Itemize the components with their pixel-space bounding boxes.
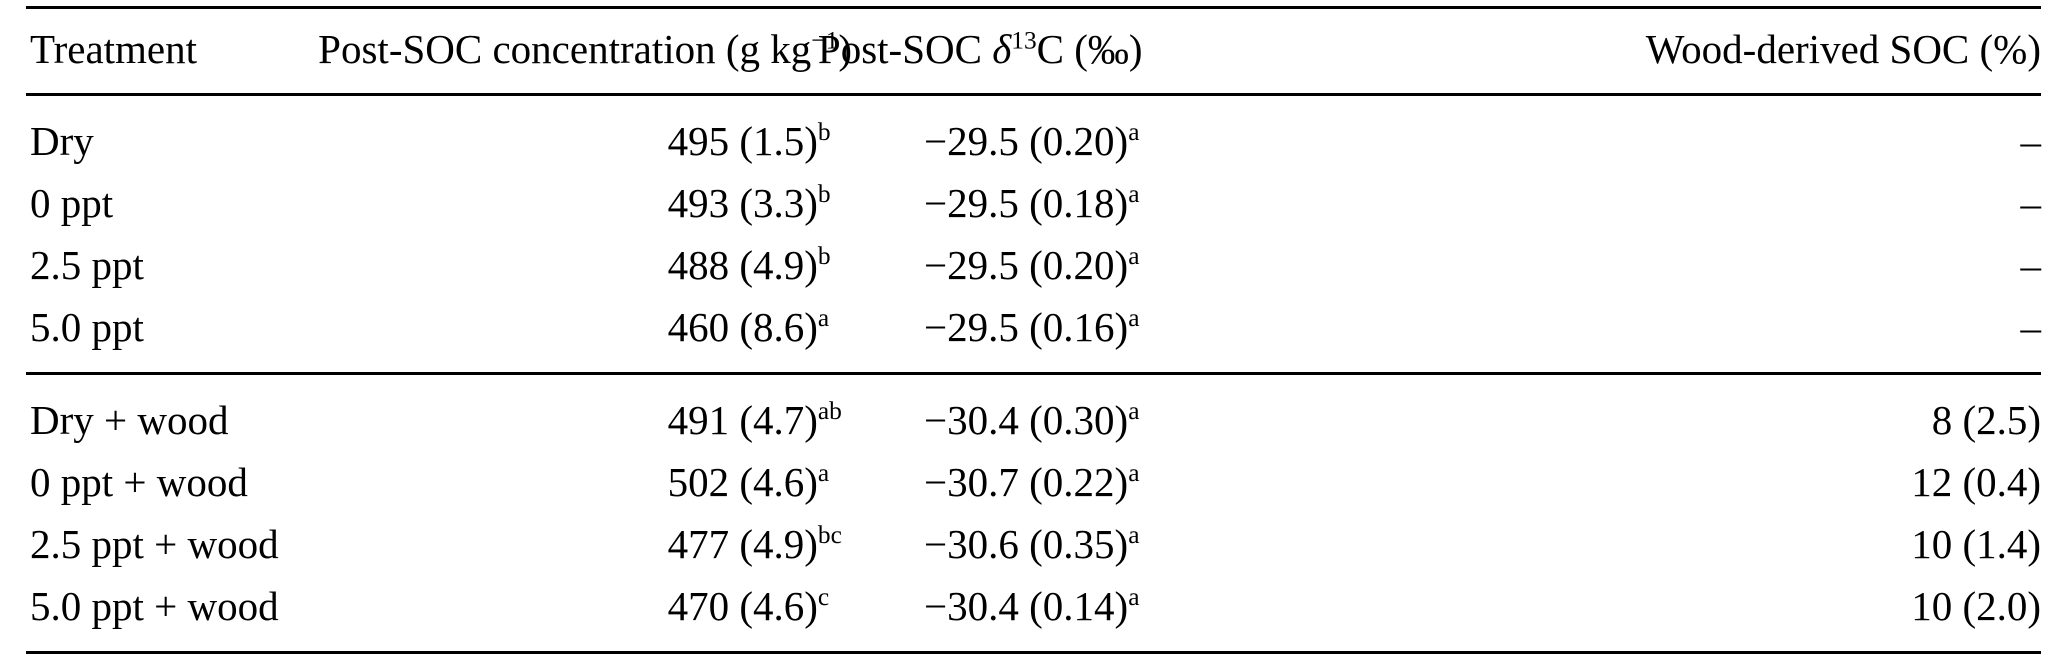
cell-concentration: 491 (4.7)ab (667, 397, 842, 443)
cell-wood-derived: – (2020, 118, 2042, 164)
cell-delta13c: −30.4 (0.14)a (924, 583, 1140, 629)
col-header-concentration-label-end: ) (838, 26, 852, 72)
cell-value: 493 (3.3) (667, 180, 818, 226)
cell-wood-derived: 12 (0.4) (1911, 459, 2041, 505)
cell-value: −29.5 (0.20) (924, 118, 1129, 164)
cell-treatment: 0 ppt + wood (30, 459, 248, 505)
cell-value: −30.6 (0.35) (924, 521, 1129, 567)
table-row: Dry + wood 491 (4.7)ab −30.4 (0.30)a 8 (… (26, 374, 2041, 452)
cell-delta13c: −30.6 (0.35)a (924, 521, 1140, 567)
col-header-delta13c-exponent: 13 (1011, 26, 1037, 55)
col-header-wood-derived-label: Wood-derived SOC (%) (1645, 26, 2041, 72)
cell-wood-derived: – (2020, 304, 2042, 350)
cell-wood-derived: 8 (2.5) (1931, 397, 2041, 443)
cell-treatment: 2.5 ppt (30, 242, 144, 288)
results-table: Treatment Post-SOC concentration (g kg−1… (26, 6, 2041, 654)
cell-treatment: 0 ppt (30, 180, 114, 226)
cell-value: −30.7 (0.22) (924, 459, 1129, 505)
table-group-wood: Dry + wood 491 (4.7)ab −30.4 (0.30)a 8 (… (26, 374, 2041, 653)
cell-concentration: 470 (4.6)c (667, 583, 830, 629)
table-group-no-wood: Dry 495 (1.5)b −29.5 (0.20)a – 0 ppt 493… (26, 95, 2041, 374)
cell-treatment: Dry (30, 118, 94, 164)
cell-value: 502 (4.6) (667, 459, 818, 505)
cell-delta13c: −29.5 (0.18)a (924, 180, 1140, 226)
cell-treatment: 2.5 ppt + wood (30, 521, 279, 567)
col-header-wood-derived: Wood-derived SOC (%) (1128, 8, 2041, 95)
cell-concentration: 493 (3.3)b (667, 180, 831, 226)
cell-wood-derived: 10 (1.4) (1911, 521, 2041, 567)
col-header-concentration-label: Post-SOC concentration (g kg (318, 26, 812, 72)
cell-wood-derived: – (2020, 180, 2042, 226)
cell-value: −29.5 (0.16) (924, 304, 1129, 350)
col-header-delta13c-label: Post-SOC (817, 26, 993, 72)
cell-value: −29.5 (0.20) (924, 242, 1129, 288)
cell-value: 460 (8.6) (667, 304, 818, 350)
table-row: 2.5 ppt + wood 477 (4.9)bc −30.6 (0.35)a… (26, 513, 2041, 575)
cell-treatment: 5.0 ppt (30, 304, 144, 350)
cell-value: 470 (4.6) (667, 583, 818, 629)
cell-value: 491 (4.7) (667, 397, 818, 443)
cell-value: −30.4 (0.30) (924, 397, 1129, 443)
cell-value: 495 (1.5) (667, 118, 818, 164)
col-header-delta13c: Post-SOC δ13C (‰) (817, 8, 1143, 95)
cell-treatment: 5.0 ppt + wood (30, 583, 279, 629)
cell-delta13c: −30.7 (0.22)a (924, 459, 1140, 505)
cell-delta13c: −30.4 (0.30)a (924, 397, 1140, 443)
cell-concentration: 488 (4.9)b (667, 242, 831, 288)
table-row: 0 ppt + wood 502 (4.6)a −30.7 (0.22)a 12… (26, 451, 2041, 513)
cell-concentration: 495 (1.5)b (667, 118, 831, 164)
col-header-treatment-label: Treatment (30, 26, 198, 72)
cell-treatment: Dry + wood (30, 397, 229, 443)
table-row: 0 ppt 493 (3.3)b −29.5 (0.18)a – (26, 172, 2041, 234)
col-header-concentration-exponent: −1 (811, 26, 839, 55)
cell-value: 488 (4.9) (667, 242, 818, 288)
cell-value: −29.5 (0.18) (924, 180, 1129, 226)
col-header-treatment: Treatment (26, 8, 318, 95)
cell-concentration: 502 (4.6)a (667, 459, 830, 505)
table-row: Dry 495 (1.5)b −29.5 (0.20)a – (26, 95, 2041, 173)
table-row: 5.0 ppt + wood 470 (4.6)c −30.4 (0.14)a … (26, 575, 2041, 653)
header-row: Treatment Post-SOC concentration (g kg−1… (26, 8, 2041, 95)
delta-symbol: δ (992, 26, 1012, 72)
col-header-delta13c-label-end: C (‰) (1036, 26, 1143, 72)
cell-value: 477 (4.9) (667, 521, 818, 567)
cell-wood-derived: – (2020, 242, 2042, 288)
table-header: Treatment Post-SOC concentration (g kg−1… (26, 8, 2041, 95)
col-header-concentration: Post-SOC concentration (g kg−1) (318, 8, 852, 95)
cell-wood-derived: 10 (2.0) (1911, 583, 2041, 629)
cell-delta13c: −29.5 (0.16)a (924, 304, 1140, 350)
cell-concentration: 460 (8.6)a (667, 304, 830, 350)
table-row: 5.0 ppt 460 (8.6)a −29.5 (0.16)a – (26, 296, 2041, 374)
cell-concentration: 477 (4.9)bc (667, 521, 842, 567)
cell-delta13c: −29.5 (0.20)a (924, 118, 1140, 164)
cell-value: −30.4 (0.14) (924, 583, 1129, 629)
cell-delta13c: −29.5 (0.20)a (924, 242, 1140, 288)
table-row: 2.5 ppt 488 (4.9)b −29.5 (0.20)a – (26, 234, 2041, 296)
